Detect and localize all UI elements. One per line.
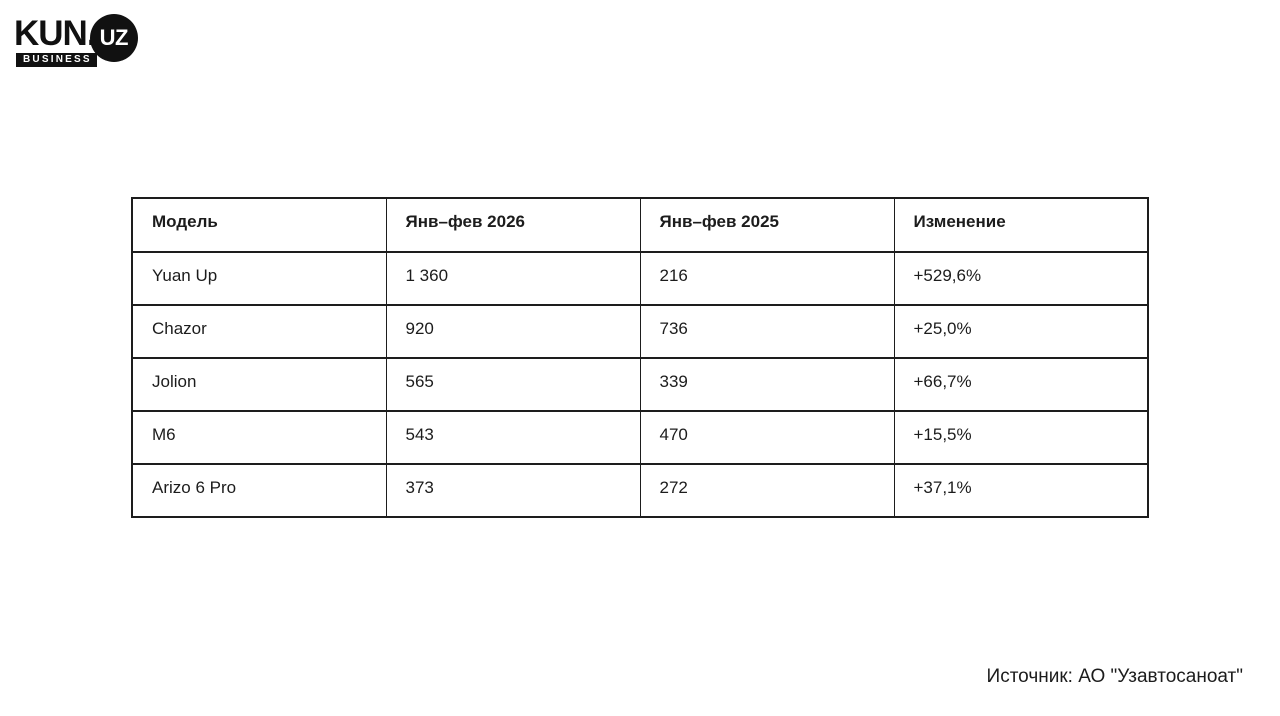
cell-2026: 1 360 bbox=[385, 251, 641, 306]
cell-model: Yuan Up bbox=[131, 251, 387, 306]
logo-kun-text: KUN. bbox=[14, 14, 97, 53]
column-header-model: Модель bbox=[131, 197, 387, 253]
cell-2026: 543 bbox=[385, 410, 641, 465]
logo-uz-text: UZ bbox=[99, 25, 129, 50]
cell-change: +37,1% bbox=[893, 463, 1149, 518]
table-row: Yuan Up 1 360 216 +529,6% bbox=[131, 251, 1149, 306]
kunuz-logo: KUN. BUSINESS UZ bbox=[14, 12, 138, 67]
cell-model: Arizo 6 Pro bbox=[131, 463, 387, 518]
cell-2025: 470 bbox=[639, 410, 895, 465]
cell-2026: 920 bbox=[385, 304, 641, 359]
cell-change: +15,5% bbox=[893, 410, 1149, 465]
logo-left-block: KUN. BUSINESS bbox=[14, 12, 97, 67]
table-header-row: Модель Янв–фев 2026 Янв–фев 2025 Изменен… bbox=[131, 197, 1149, 253]
column-header-jan-feb-2026: Янв–фев 2026 bbox=[385, 197, 641, 253]
table-row: Jolion 565 339 +66,7% bbox=[131, 357, 1149, 412]
cell-2025: 216 bbox=[639, 251, 895, 306]
logo-uz-circle-icon: UZ bbox=[89, 14, 138, 62]
sales-table: Модель Янв–фев 2026 Янв–фев 2025 Изменен… bbox=[131, 197, 1149, 518]
cell-model: M6 bbox=[131, 410, 387, 465]
table-row: M6 543 470 +15,5% bbox=[131, 410, 1149, 465]
cell-2026: 373 bbox=[385, 463, 641, 518]
column-header-jan-feb-2025: Янв–фев 2025 bbox=[639, 197, 895, 253]
column-header-change: Изменение bbox=[893, 197, 1149, 253]
cell-change: +25,0% bbox=[893, 304, 1149, 359]
cell-2026: 565 bbox=[385, 357, 641, 412]
table-row: Chazor 920 736 +25,0% bbox=[131, 304, 1149, 359]
cell-model: Chazor bbox=[131, 304, 387, 359]
table-row: Arizo 6 Pro 373 272 +37,1% bbox=[131, 463, 1149, 518]
source-attribution: Источник: АО "Узавтосаноат" bbox=[986, 666, 1243, 687]
cell-2025: 272 bbox=[639, 463, 895, 518]
cell-2025: 339 bbox=[639, 357, 895, 412]
logo-business-badge: BUSINESS bbox=[16, 52, 97, 67]
cell-model: Jolion bbox=[131, 357, 387, 412]
cell-2025: 736 bbox=[639, 304, 895, 359]
cell-change: +529,6% bbox=[893, 251, 1149, 306]
cell-change: +66,7% bbox=[893, 357, 1149, 412]
